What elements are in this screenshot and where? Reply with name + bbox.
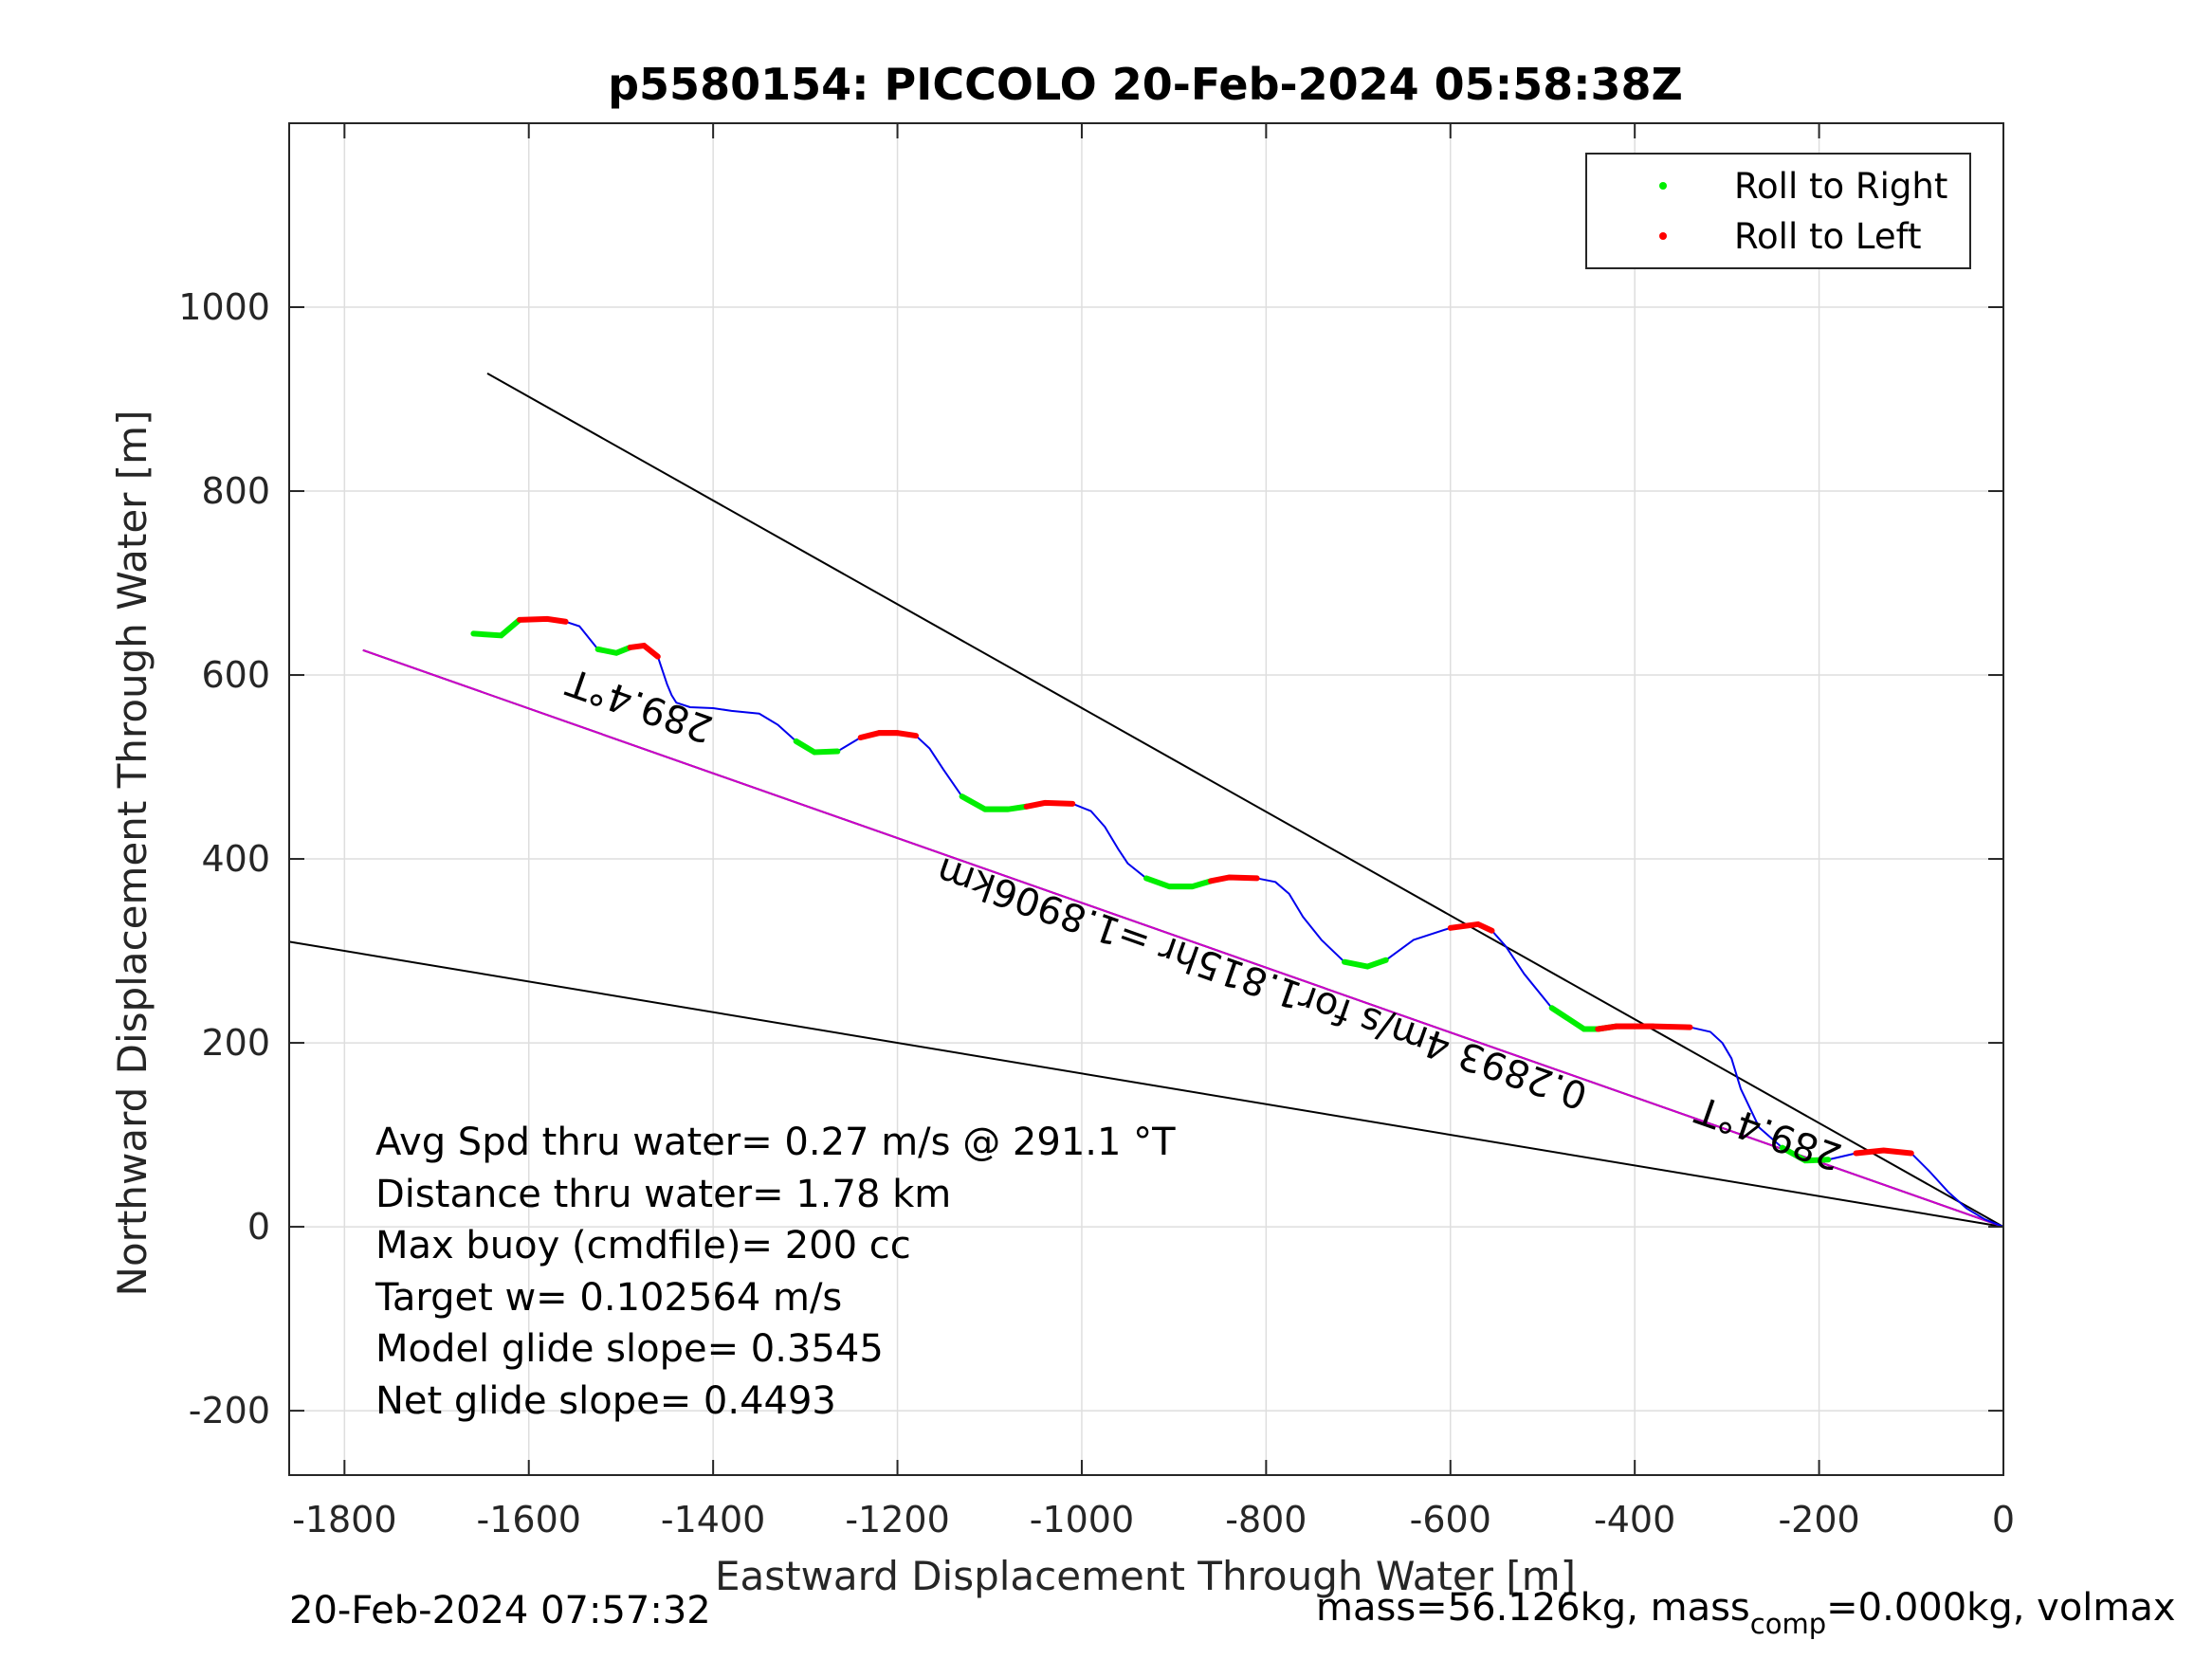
y-tick-label: 1000: [178, 286, 270, 328]
roll-left-marker: [876, 730, 919, 739]
x-tick-label: -1800: [292, 1499, 396, 1540]
x-tick-label: -1200: [845, 1499, 949, 1540]
roll-left-marker: [1613, 1023, 1693, 1030]
legend-box: [1585, 153, 1971, 269]
x-tick-label: -200: [1778, 1499, 1859, 1540]
stats-box: Avg Spd thru water= 0.27 m/s @ 291.1 °T …: [375, 1121, 1176, 1423]
x-tick-label: -1400: [661, 1499, 765, 1540]
roll-left-marker: [1447, 921, 1495, 934]
y-tick-label: 0: [247, 1206, 270, 1248]
stat-model-glide-slope: Model glide slope= 0.3545: [375, 1327, 884, 1371]
footer-mass-info: mass=56.126kg, masscomp=0.000kg, volmax: [1316, 1586, 2176, 1640]
y-tick-label: 600: [201, 654, 270, 696]
roll-right-marker: [793, 738, 841, 756]
x-tick-label: -1000: [1030, 1499, 1134, 1540]
footer-timestamp: 20-Feb-2024 07:57:32: [289, 1589, 711, 1632]
reference-lines: [288, 372, 2004, 1229]
y-tick-label: -200: [189, 1390, 270, 1431]
roll-left-marker: [1208, 874, 1260, 884]
x-tick-label: -1600: [477, 1499, 581, 1540]
roll-right-marker: [1779, 1144, 1832, 1164]
reference-line: [288, 940, 2004, 1229]
plot-axes-box: [288, 122, 2004, 1476]
legend-label-roll-left: Roll to Left: [1734, 216, 1922, 257]
roll-right-marker: [1166, 878, 1215, 890]
x-tick-label: 0: [1992, 1499, 2015, 1540]
legend-marker-roll-left: [1659, 232, 1667, 240]
footer-mass-text: mass=56.126kg, mass: [1316, 1586, 1750, 1630]
legend-label-roll-right: Roll to Right: [1734, 166, 1947, 207]
reference-line: [362, 648, 2004, 1229]
stat-net-glide-slope: Net glide slope= 0.4493: [375, 1379, 836, 1423]
roll-left-marker: [1853, 1147, 1914, 1157]
x-tick-label: -800: [1225, 1499, 1307, 1540]
x-tick-label: -600: [1410, 1499, 1491, 1540]
x-axis-label: Eastward Displacement Through Water [m]: [715, 1553, 1576, 1599]
x-tick-label: -400: [1594, 1499, 1675, 1540]
footer-mass-subscript: comp: [1750, 1608, 1826, 1640]
roll-right-marker: [1341, 957, 1389, 970]
y-axis-label: Northward Displacement Through Water [m]: [109, 410, 155, 1297]
roll-right-marker: [981, 803, 1030, 812]
footer-mass-rest: =0.000kg, volmax: [1826, 1586, 2175, 1630]
chart-title: p5580154: PICCOLO 20-Feb-2024 05:58:38Z: [608, 59, 1683, 110]
roll-left-marker: [627, 642, 661, 660]
stat-distance: Distance thru water= 1.78 km: [375, 1173, 951, 1216]
legend: Roll to Right Roll to Left: [1585, 153, 1971, 269]
y-tick-label: 200: [201, 1022, 270, 1064]
reference-line: [486, 372, 2004, 1228]
roll-left-marker: [1023, 799, 1076, 810]
y-tick-label: 800: [201, 470, 270, 512]
roll-markers: [470, 615, 1914, 1164]
y-tick-label: 400: [201, 838, 270, 880]
stat-max-buoy: Max buoy (cmdfile)= 200 cc: [375, 1224, 911, 1267]
roll-right-marker: [594, 644, 633, 656]
axis-ticks: -1800 -1600 -1400 -1200 -1000 -800 -600 -400 -20…: [178, 123, 2015, 1540]
legend-marker-roll-right: [1659, 182, 1667, 190]
roll-right-marker: [470, 616, 523, 639]
stat-target-w: Target w= 0.102564 m/s: [375, 1276, 842, 1320]
roll-left-marker: [517, 615, 569, 625]
stat-avg-speed: Avg Spd thru water= 0.27 m/s @ 291.1 °T: [375, 1121, 1176, 1164]
